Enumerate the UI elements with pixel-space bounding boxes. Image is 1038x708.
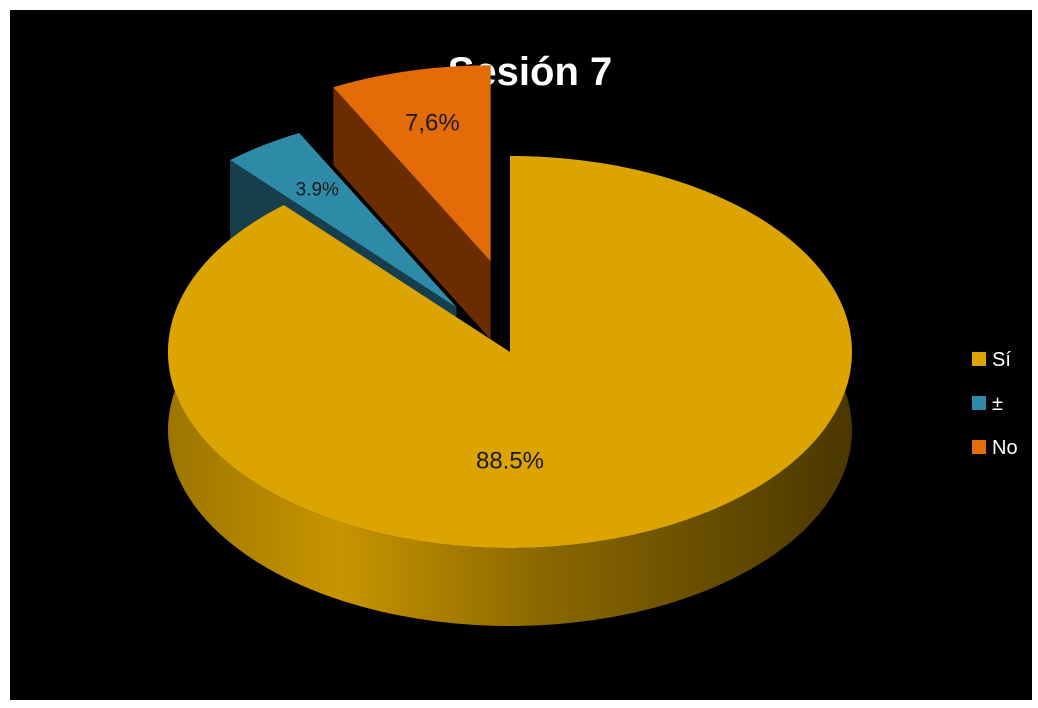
pie-slice-2 — [333, 65, 491, 262]
legend-swatch-1 — [972, 396, 986, 410]
data-label-2: 7,6% — [405, 110, 460, 137]
legend: Sí ± No — [972, 349, 1018, 459]
chart-area: Sesión 7 88.5% 3.9% 7,6% Sí ± No — [10, 10, 1032, 700]
data-label-1: 3.9% — [296, 180, 339, 201]
pie-slice-wall-2 — [333, 87, 491, 340]
legend-label-0: Sí — [992, 349, 1011, 371]
legend-swatch-2 — [972, 440, 986, 454]
pie-chart: Sesión 7 88.5%3.9%7,6% Sí±No — [167, 50, 1018, 626]
pie-slice-1 — [230, 132, 457, 308]
pie-slice-0 — [167, 156, 852, 548]
data-label-0: 88.5% — [476, 447, 544, 474]
legend-label-2: No — [992, 437, 1018, 459]
legend-label-1: ± — [992, 393, 1003, 415]
legend-swatch-0 — [972, 352, 986, 366]
